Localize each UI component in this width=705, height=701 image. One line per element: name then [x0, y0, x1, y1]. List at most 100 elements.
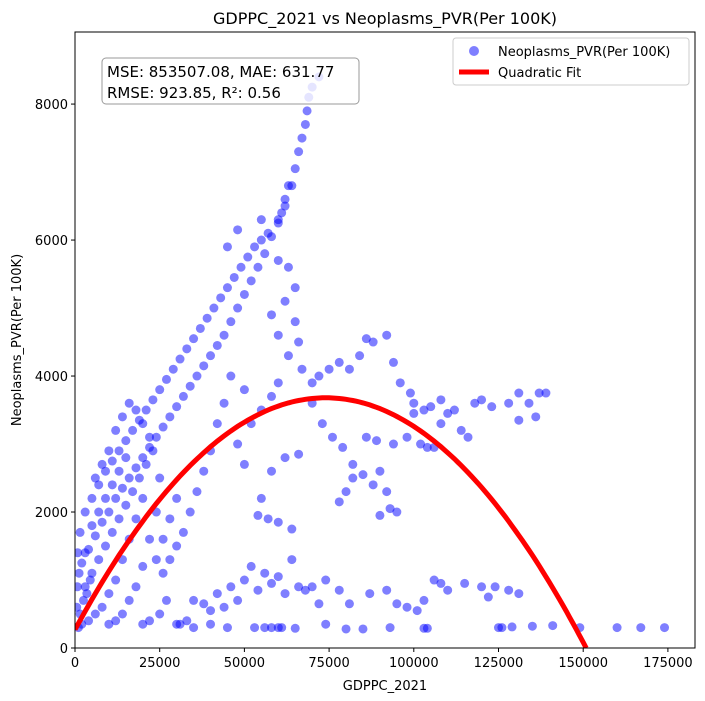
data-point	[239, 575, 249, 585]
data-point	[341, 487, 351, 497]
data-point	[375, 466, 385, 476]
data-point	[80, 548, 90, 558]
data-point	[189, 334, 199, 344]
legend-label-fit: Quadratic Fit	[498, 66, 581, 81]
data-point	[385, 504, 395, 514]
data-point	[151, 555, 161, 565]
data-point	[219, 330, 229, 340]
y-tick-label: 6000	[35, 234, 68, 249]
data-point	[524, 398, 534, 408]
data-point	[504, 398, 514, 408]
data-point	[97, 517, 107, 527]
data-point	[260, 568, 270, 578]
data-point	[290, 317, 300, 327]
data-point	[82, 589, 92, 599]
y-tick-label: 0	[60, 642, 68, 657]
data-point	[660, 623, 670, 633]
x-tick-label: 175000	[643, 656, 693, 671]
data-point	[209, 303, 219, 313]
data-point	[75, 527, 85, 537]
data-point	[111, 616, 121, 626]
data-point	[175, 354, 185, 364]
data-point	[195, 323, 205, 333]
y-tick-label: 8000	[35, 98, 68, 113]
data-point	[87, 521, 97, 531]
data-point	[348, 473, 358, 483]
data-point	[273, 330, 283, 340]
data-point	[361, 334, 371, 344]
data-point	[419, 595, 429, 605]
data-point	[75, 568, 84, 578]
scatter-points	[75, 72, 670, 634]
chart-title: GDPPC_2021 vs Neoplasms_PVR(Per 100K)	[213, 9, 557, 29]
data-point	[148, 446, 158, 456]
data-point	[87, 568, 97, 578]
x-tick-label: 50000	[224, 656, 265, 671]
data-point	[402, 602, 412, 612]
data-point	[287, 524, 297, 534]
data-point	[395, 378, 405, 388]
data-point	[314, 599, 324, 609]
data-point	[253, 585, 263, 595]
data-point	[114, 466, 124, 476]
data-point	[100, 466, 110, 476]
data-point	[243, 252, 253, 262]
data-point	[121, 453, 131, 463]
data-point	[233, 439, 243, 449]
data-point	[206, 619, 216, 629]
data-point	[463, 432, 473, 442]
data-point	[372, 436, 382, 446]
data-point	[75, 548, 83, 558]
x-tick-label: 125000	[474, 656, 524, 671]
data-point	[131, 405, 141, 415]
data-point	[131, 514, 141, 524]
data-point	[368, 337, 378, 347]
data-point	[294, 449, 304, 459]
data-point	[189, 595, 199, 605]
data-point	[222, 283, 232, 293]
data-point	[124, 473, 134, 483]
data-point	[158, 534, 168, 544]
data-point	[185, 381, 195, 391]
data-point	[117, 483, 127, 493]
data-point	[172, 402, 182, 412]
data-point	[636, 623, 646, 633]
data-point	[429, 575, 439, 585]
data-point	[131, 463, 141, 473]
legend: Neoplasms_PVR(Per 100K) Quadratic Fit	[452, 37, 690, 86]
data-point	[111, 493, 121, 503]
data-point	[145, 432, 155, 442]
data-point	[145, 534, 155, 544]
plot-frame	[74, 31, 696, 649]
data-point	[344, 364, 354, 374]
legend-marker-scatter	[469, 46, 479, 56]
data-point	[490, 582, 500, 592]
data-point	[382, 585, 392, 595]
data-point	[226, 317, 236, 327]
data-point	[527, 621, 537, 631]
y-axis: 0 2000 4000 6000 8000	[35, 98, 75, 657]
data-point	[358, 470, 368, 480]
data-point	[233, 595, 243, 605]
y-tick-label: 4000	[35, 370, 68, 385]
data-point	[460, 578, 470, 588]
data-point	[87, 493, 97, 503]
data-point	[85, 575, 95, 585]
data-point	[405, 388, 415, 398]
data-point	[141, 459, 151, 469]
data-point	[334, 357, 344, 367]
data-point	[402, 432, 412, 442]
data-point	[382, 487, 392, 497]
x-tick-label: 0	[71, 656, 79, 671]
data-point	[114, 514, 124, 524]
data-point	[121, 500, 131, 510]
data-point	[161, 595, 171, 605]
data-point	[182, 344, 192, 354]
data-point	[290, 623, 300, 633]
data-point	[514, 388, 524, 398]
data-point	[219, 602, 229, 612]
data-point	[273, 215, 283, 225]
data-point	[317, 419, 327, 429]
data-point	[100, 493, 110, 503]
